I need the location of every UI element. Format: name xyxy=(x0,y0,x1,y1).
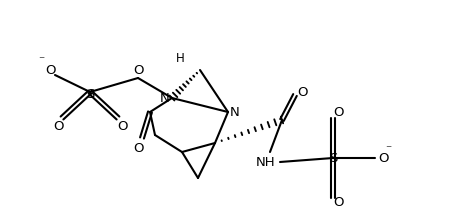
Text: NH: NH xyxy=(256,155,276,168)
Text: N: N xyxy=(160,92,170,105)
Text: O: O xyxy=(333,197,343,210)
Text: ⁻: ⁻ xyxy=(38,55,44,68)
Text: S: S xyxy=(86,88,94,102)
Text: O: O xyxy=(117,119,127,132)
Text: ⁻: ⁻ xyxy=(385,144,391,157)
Text: H: H xyxy=(176,52,185,65)
Text: O: O xyxy=(45,63,55,76)
Text: O: O xyxy=(133,63,143,76)
Text: O: O xyxy=(378,151,388,164)
Text: O: O xyxy=(133,141,143,154)
Text: O: O xyxy=(53,119,63,132)
Text: S: S xyxy=(329,151,337,164)
Text: O: O xyxy=(297,85,307,98)
Text: O: O xyxy=(333,106,343,119)
Text: N: N xyxy=(230,105,240,118)
